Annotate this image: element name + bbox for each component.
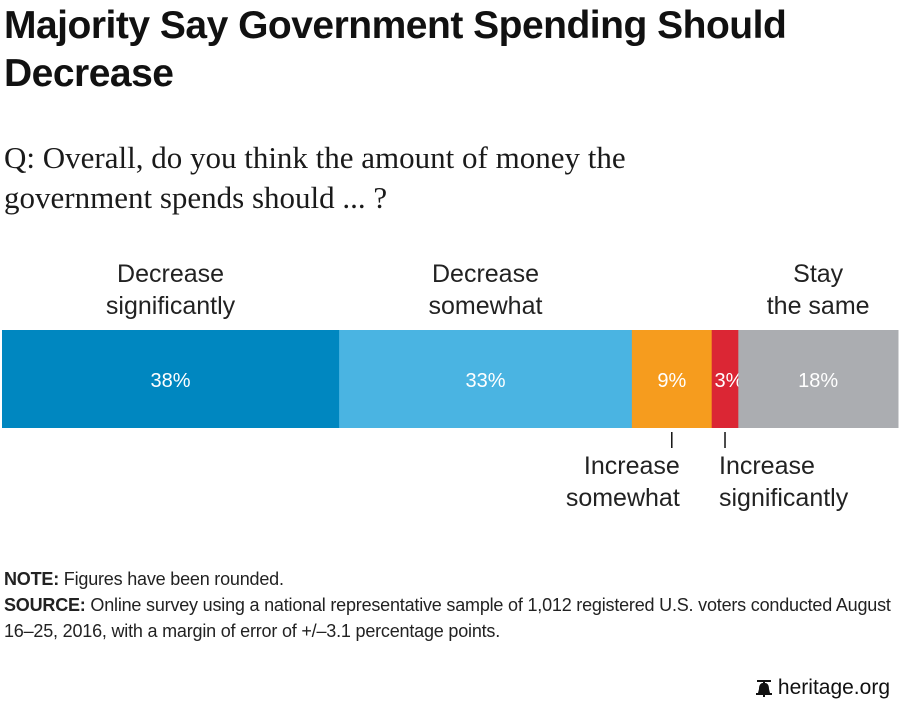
category-label: Stay the same — [728, 258, 900, 322]
category-label: Decrease somewhat — [395, 258, 575, 322]
category-label-line: somewhat — [565, 484, 680, 512]
category-label-line: Decrease — [117, 260, 225, 288]
category-label: Decrease significantly — [81, 258, 261, 322]
category-label-line: significantly — [719, 484, 849, 512]
bar-segment-decrease-somewhat — [339, 330, 633, 428]
bar-segment-decrease-significantly — [2, 330, 340, 428]
value-label: 38% — [151, 370, 191, 392]
note-label: NOTE: — [4, 569, 59, 589]
category-label-line: significantly — [105, 292, 236, 320]
category-label-line: Decrease — [431, 260, 539, 288]
brand-text: heritage.org — [777, 676, 890, 699]
bar-segment-increase-significantly — [711, 330, 739, 428]
note-text: Figures have been rounded. — [59, 569, 284, 589]
category-label: Increase significantly — [719, 450, 900, 514]
category-label-line: Stay — [793, 260, 844, 288]
bar-segment-increase-somewhat — [631, 330, 713, 428]
stacked-bar-chart: 38% 33% 9% 3% 18% — [2, 330, 899, 448]
source-text: Online survey using a national represent… — [4, 595, 891, 641]
source-label: SOURCE: — [4, 595, 86, 615]
chart-subtitle: Q: Overall, do you think the amount of m… — [4, 140, 626, 215]
value-label: 9% — [657, 370, 686, 392]
bar-segment-stay-the-same — [738, 330, 899, 428]
heritage-logo: heritage.org — [755, 676, 890, 700]
category-label: Increase somewhat — [480, 450, 680, 514]
category-label-line: Increase — [719, 452, 815, 480]
category-label-line: the same — [766, 292, 870, 320]
liberty-bell-icon — [755, 679, 772, 697]
category-label-line: Increase — [583, 452, 680, 480]
footer-notes: NOTE: Figures have been rounded. SOURCE:… — [4, 566, 899, 644]
note-line: NOTE: Figures have been rounded. — [4, 566, 899, 592]
chart-title: Majority Say Government Spending Should … — [4, 4, 787, 95]
value-label: 3% — [715, 370, 744, 392]
value-label: 18% — [798, 370, 838, 392]
source-line: SOURCE: Online survey using a national r… — [4, 592, 899, 644]
category-label-line: somewhat — [428, 292, 543, 320]
value-label: 33% — [465, 370, 505, 392]
